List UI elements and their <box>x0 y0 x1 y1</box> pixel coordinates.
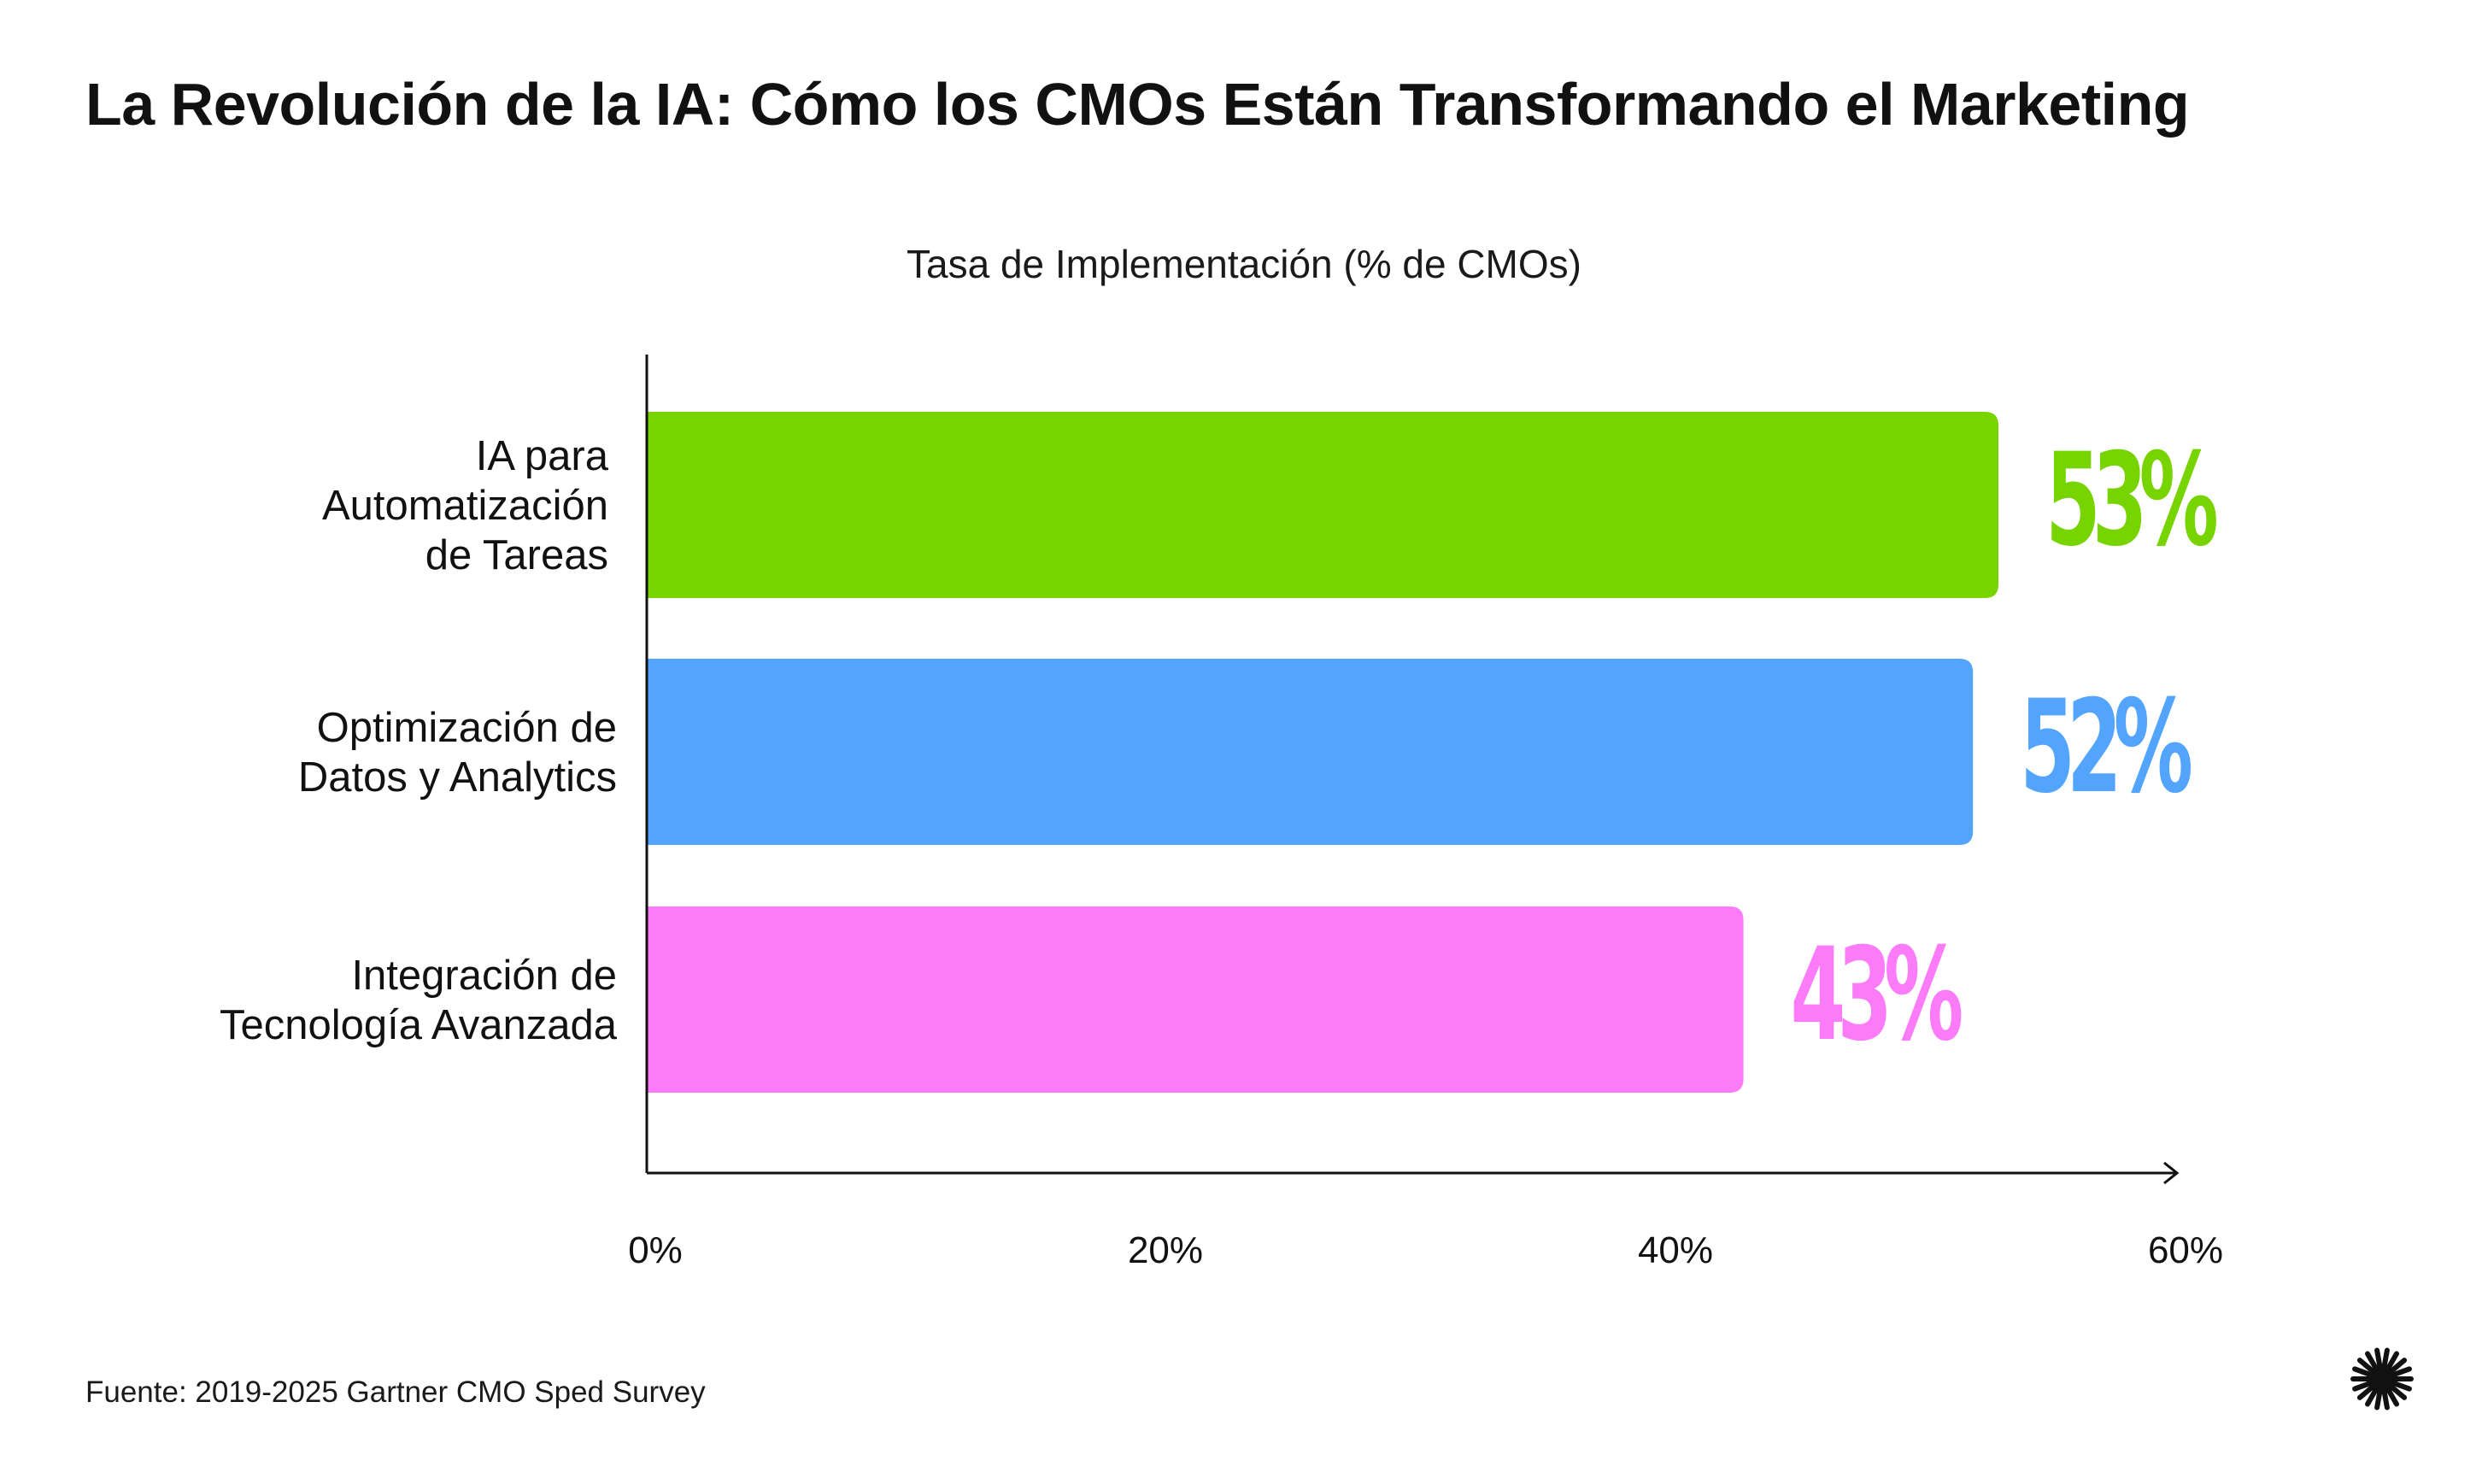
bar <box>648 659 1974 845</box>
value-label: 52% <box>2020 673 2191 822</box>
x-tick-label: 60% <box>2148 1229 2223 1271</box>
value-label: 43% <box>1791 921 1962 1070</box>
bar <box>648 906 1744 1093</box>
category-label: IA para Automatización de Tareas <box>322 433 609 578</box>
bar <box>648 412 1999 598</box>
category-labels-layer: IA para Automatización de Tareas Optimizaci… <box>220 433 618 1048</box>
x-tick-label: 40% <box>1638 1229 1713 1271</box>
source-note: Fuente: 2019-2025 Gartner CMO Sped Surve… <box>85 1375 706 1409</box>
x-tick-label: 0% <box>628 1229 683 1271</box>
value-label: 53% <box>2045 426 2216 575</box>
starburst-icon <box>2350 1347 2414 1411</box>
x-tick-label: 20% <box>1128 1229 1203 1271</box>
bars-layer <box>648 412 1999 1093</box>
category-label: Optimización de Datos y Analytics <box>298 705 617 801</box>
category-label: Integración de Tecnología Avanzada <box>220 953 618 1048</box>
x-axis-arrow-icon <box>2163 1161 2180 1185</box>
value-labels-layer: 53% 52% 43% <box>1791 426 2226 1070</box>
x-ticks-layer: 0% 20% 40% 60% <box>628 1229 2223 1271</box>
page-title: La Revolución de la IA: Cómo los CMOs Es… <box>85 71 2190 138</box>
chart-title: Tasa de Implementación (% de CMOs) <box>907 242 1581 286</box>
